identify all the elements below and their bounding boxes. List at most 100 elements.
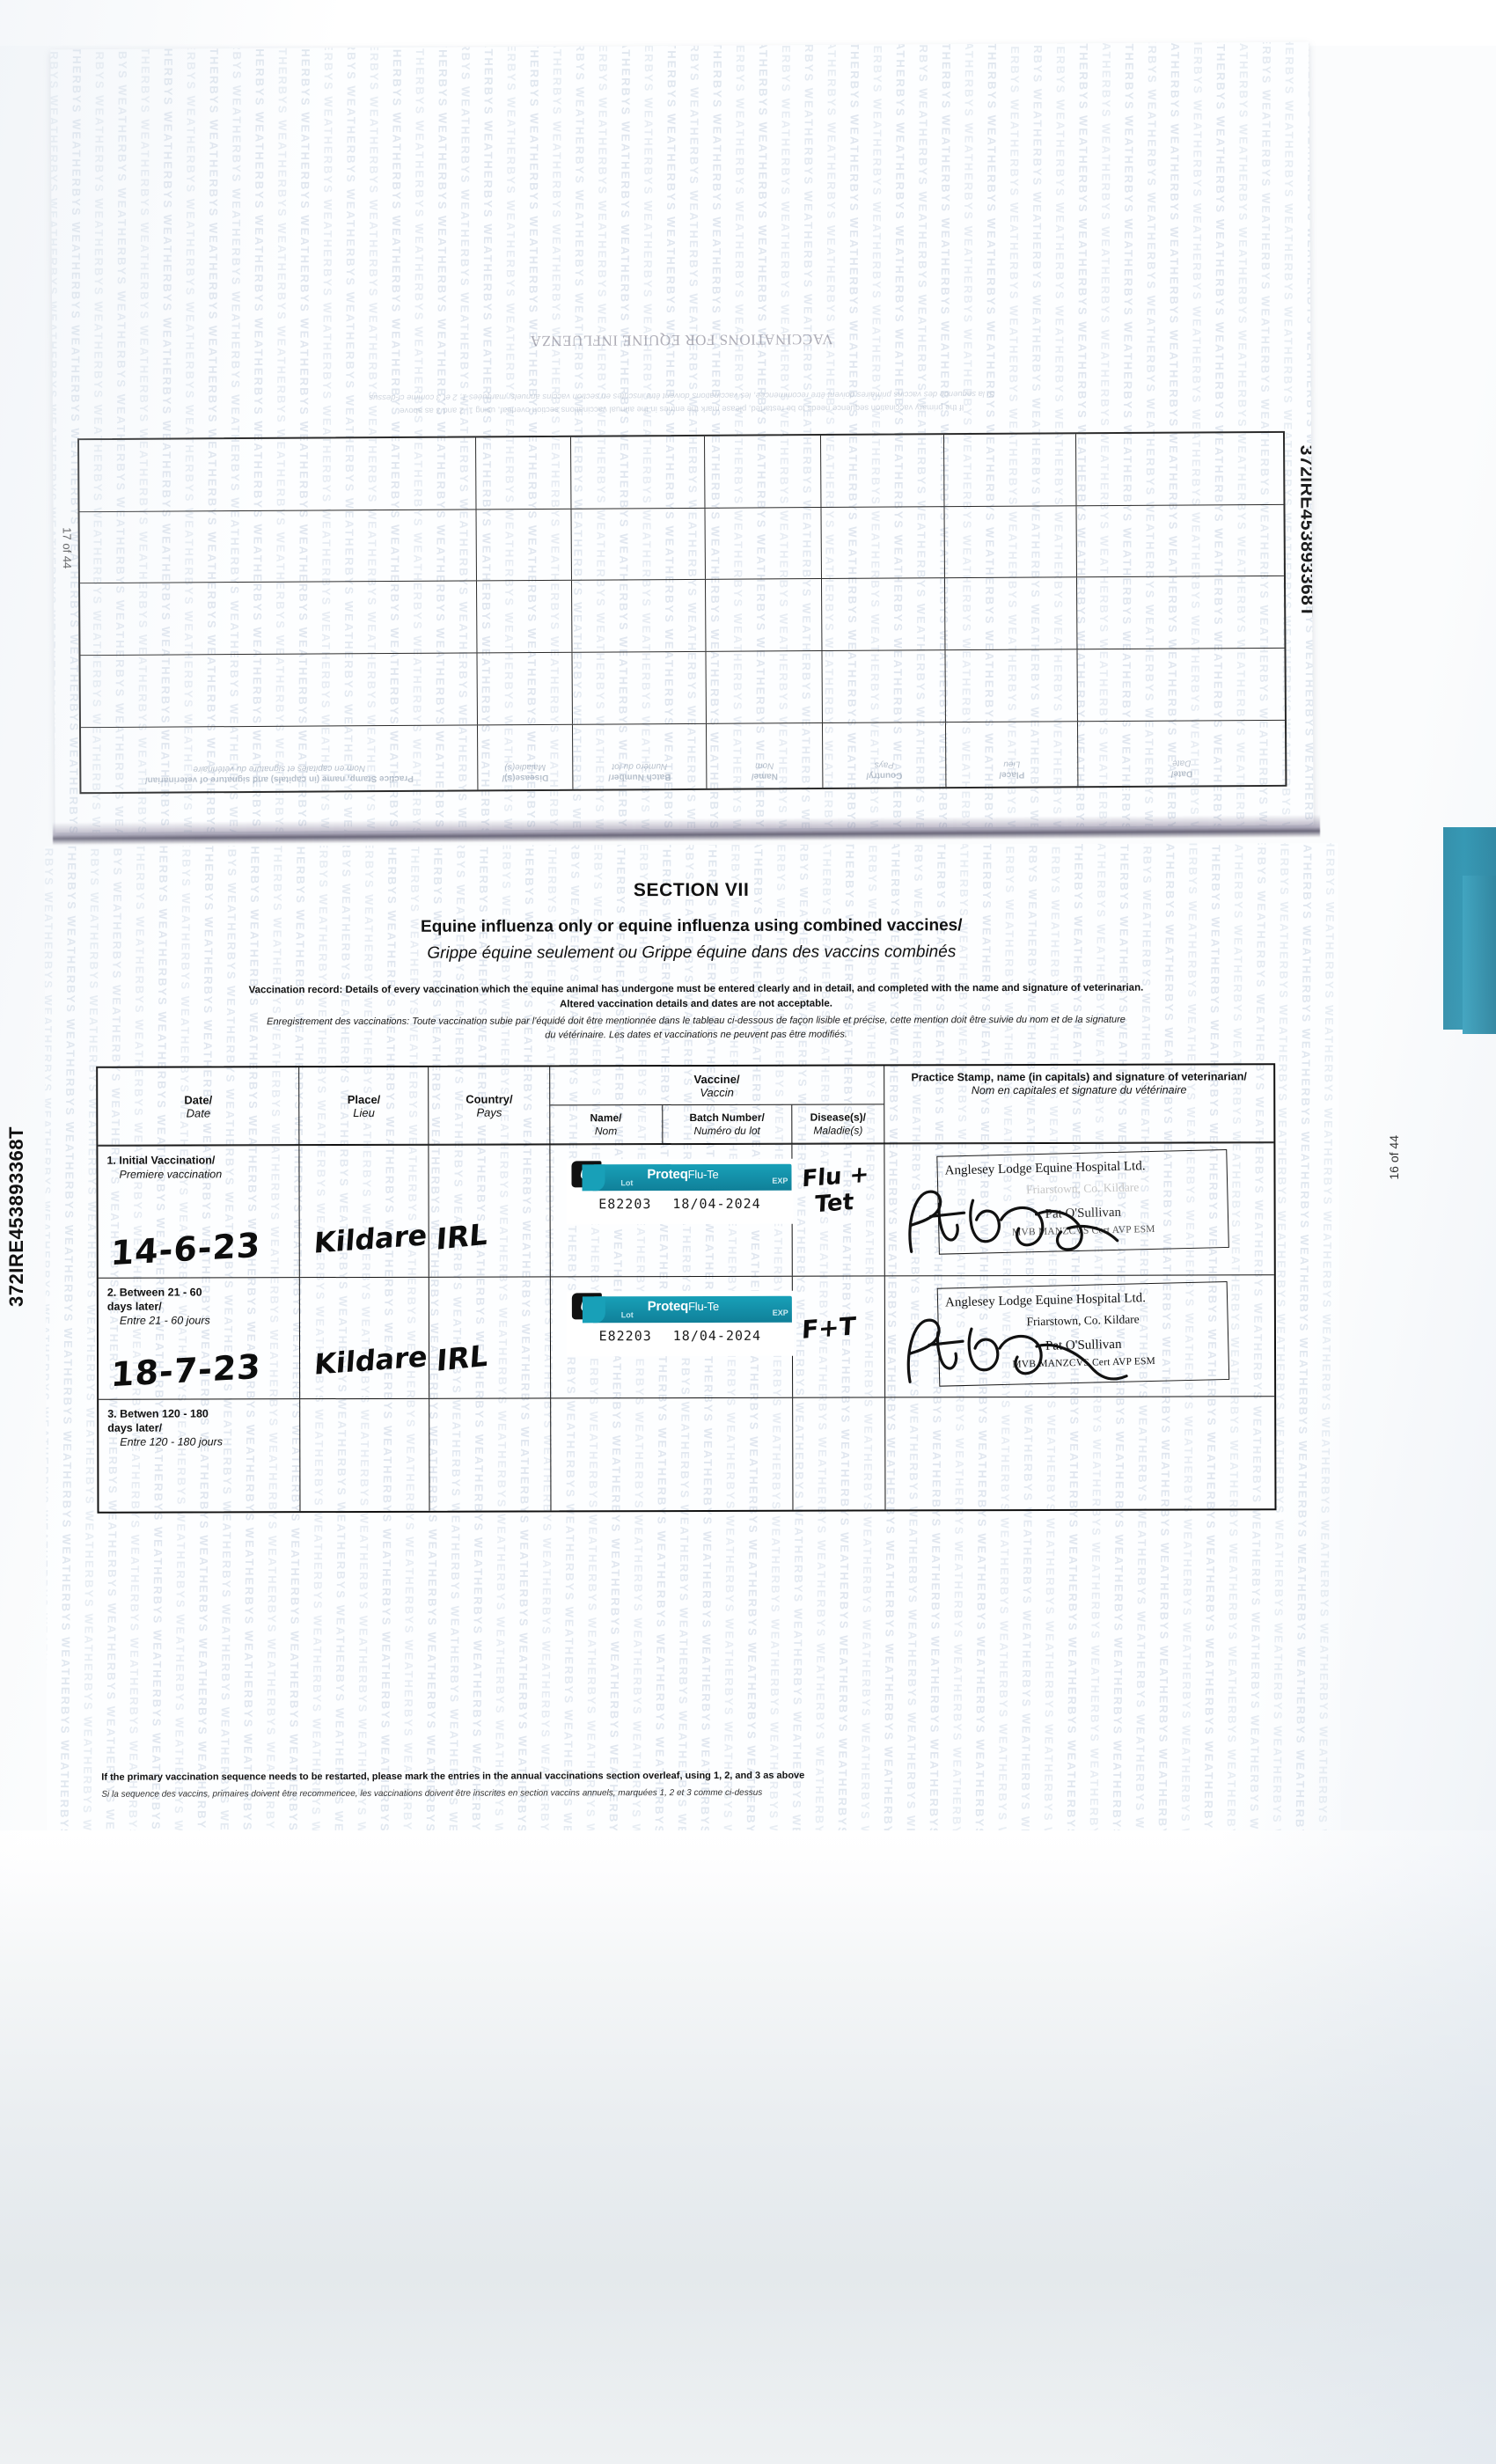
- row1-label-fr: Premiere vaccination: [119, 1168, 223, 1181]
- row1-stamp-line4: MVB MANZCVS Cert AVP ESM: [1011, 1223, 1155, 1238]
- upper-page-number: 17 of 44: [60, 527, 74, 569]
- upper-table-row: [80, 648, 1285, 728]
- header-place-en: Place/: [347, 1092, 381, 1107]
- record-note-en-line1: Vaccination record: Details of every vac…: [248, 982, 1144, 996]
- row2-batch-number: E82203: [598, 1328, 652, 1345]
- vaccination-table: Date/Date Place/Lieu Country/Pays Vaccin…: [96, 1063, 1277, 1514]
- scanner-lower-surface: [0, 1830, 1496, 2464]
- cell-stamp-row3[interactable]: [885, 1397, 1274, 1509]
- upper-vaccination-table: Date/Date Place/Lieu Country/Pays Name/N…: [77, 430, 1287, 795]
- section-title: SECTION VII: [633, 879, 750, 901]
- row2-stamp-line4: MVB MANZCVS Cert AVP ESM: [1012, 1355, 1156, 1370]
- upper-page-sheet: WEATHERBYS WEATHERBYS WEATHERBYS WEATHER…: [50, 41, 1314, 833]
- upper-place-label: Place/: [999, 769, 1025, 780]
- record-note-fr: Enregistrement des vaccinations: Toute v…: [177, 1012, 1215, 1043]
- col-header-disease: Disease(s)/Maladie(s): [792, 1104, 884, 1143]
- upper-table-row: [79, 576, 1285, 656]
- main-page-number: 16 of 44: [1387, 1135, 1401, 1180]
- row1-label: 1. Initial Vaccination/ Premiere vaccina…: [106, 1153, 222, 1181]
- cell-place-row1[interactable]: Kildare: [299, 1145, 430, 1278]
- row2-label: 2. Between 21 - 60 days later/ Entre 21 …: [107, 1285, 210, 1327]
- record-note-en-line2: Altered vaccination details and dates ar…: [559, 998, 832, 1010]
- cell-disease-row1[interactable]: Flu + Tet: [793, 1144, 884, 1275]
- table-row: 1. Initial Vaccination/ Premiere vaccina…: [98, 1142, 1274, 1278]
- table-row: 3. Betwen 120 - 180 days later/ Entre 12…: [99, 1396, 1275, 1512]
- row3-label-en: 3. Betwen 120 - 180: [107, 1407, 209, 1420]
- upper-passport-number: 372IRE453893368T: [1296, 444, 1314, 618]
- header-disease-fr: Maladie(s): [813, 1124, 863, 1137]
- col-header-date: Date/Date: [98, 1067, 300, 1146]
- cell-stamp-row2[interactable]: Anglesey Lodge Equine Hospital Ltd. Fria…: [885, 1275, 1274, 1397]
- header-stamp-fr: Nom en capitales et signature du vétérin…: [971, 1083, 1187, 1097]
- header-batch-en: Batch Number/: [689, 1111, 765, 1125]
- row1-stamp-line3: Pat O'Sullivan: [1045, 1205, 1122, 1221]
- upper-disease-label-fr: Maladie(s): [504, 761, 546, 773]
- upper-col-date: Date/Date: [1076, 720, 1286, 787]
- upper-footer-note: If the primary vaccination sequence need…: [176, 385, 1188, 418]
- cell-place-row2[interactable]: Kildare: [299, 1277, 430, 1399]
- cell-date-row1[interactable]: 1. Initial Vaccination/ Premiere vaccina…: [98, 1146, 300, 1278]
- header-name-en: Name/: [590, 1111, 622, 1125]
- cell-place-row3[interactable]: [300, 1398, 430, 1512]
- section-subtitle-en: Equine influenza only or equine influenz…: [420, 916, 963, 936]
- cell-vaccine-sticker-row2: ProteqFlu-Te Lot EXP E82203 18/04-2024: [550, 1276, 794, 1398]
- row1-stamp-line2: Friarstown, Co. Kildare: [1025, 1180, 1140, 1197]
- upper-disease-label: Disease(s)/: [502, 772, 549, 783]
- footer-note-en: If the primary vaccination sequence need…: [101, 1770, 805, 1783]
- header-country-en: Country/: [466, 1092, 513, 1106]
- upper-footer-en: If the primary vaccination sequence need…: [400, 402, 964, 415]
- upper-name-label-fr: Nom: [755, 760, 774, 771]
- row2-country-value: IRL: [436, 1338, 490, 1379]
- upper-place-label-fr: Lieu: [1003, 759, 1021, 769]
- col-header-place: Place/Lieu: [299, 1067, 429, 1146]
- row2-expiry: 18/04-2024: [672, 1327, 762, 1345]
- row2-stamp-line2: Friarstown, Co. Kildare: [1026, 1312, 1140, 1329]
- col-header-vaccine: Vaccine/Vaccin Name/Nom Batch Number/Num…: [550, 1066, 885, 1145]
- header-vaccine-en: Vaccine/: [693, 1072, 740, 1086]
- cell-disease-row2[interactable]: F+T: [793, 1276, 884, 1397]
- record-note-fr-line2: du vétérinaire. Les dates et vaccination…: [545, 1029, 847, 1041]
- cell-vaccine-sticker-row3[interactable]: [551, 1397, 794, 1511]
- vaccine-brand-suffix-row1: Flu-Te: [687, 1167, 719, 1182]
- record-note-fr-line1: Enregistrement des vaccinations: Toute v…: [267, 1014, 1126, 1028]
- scan-top-margin: [0, 0, 1496, 46]
- row2-disease-value: F+T: [801, 1311, 857, 1345]
- row3-label: 3. Betwen 120 - 180 days later/ Entre 12…: [107, 1406, 223, 1448]
- row1-disease-line1: Flu +: [801, 1161, 870, 1193]
- upper-footer-fr: Si la sequence des vaccins primaires doi…: [369, 388, 995, 403]
- header-date-fr: Date: [186, 1106, 211, 1120]
- vaccine-label-sticker-row2: ProteqFlu-Te Lot EXP E82203 18/04-2024: [566, 1290, 794, 1357]
- col-header-country: Country/Pays: [429, 1067, 551, 1145]
- upper-stamp-label: Practice Stamp, name (in capitals) and s…: [144, 773, 414, 785]
- cell-vaccine-row2[interactable]: ProteqFlu-Te Lot EXP E82203 18/04-2024 F…: [550, 1276, 886, 1398]
- upper-col-vaccine-name: Name/Nom: [705, 723, 823, 788]
- header-place-fr: Lieu: [353, 1105, 375, 1120]
- header-country-fr: Pays: [476, 1105, 502, 1119]
- cell-country-row3[interactable]: [429, 1398, 552, 1511]
- row2-label-en2: days later/: [106, 1300, 162, 1313]
- cell-country-row1[interactable]: IRL: [429, 1145, 551, 1277]
- cell-date-row2[interactable]: 2. Between 21 - 60 days later/ Entre 21 …: [98, 1278, 301, 1399]
- cell-stamp-row1[interactable]: Anglesey Lodge Equine Hospital Ltd. Fria…: [884, 1143, 1274, 1275]
- row1-expiry: 18/04-2024: [672, 1195, 761, 1213]
- col-header-batch: Batch Number/Numéro du lot: [662, 1104, 793, 1145]
- cell-vaccine-row1[interactable]: ProteqFlu-Te Lot EXP E82203 18/04-2024: [550, 1144, 885, 1277]
- row1-place-value: Kildare: [312, 1218, 429, 1260]
- footer-note-fr: Si la sequence des vaccins, primaires do…: [101, 1787, 763, 1800]
- upper-table-row: [79, 432, 1284, 511]
- upper-table-header-row: Date/Date Place/Lieu Country/Pays Name/N…: [80, 719, 1286, 793]
- vaccine-brand-main-row2: Proteq: [647, 1299, 689, 1315]
- row2-stamp-line3: Pat O'Sullivan: [1045, 1337, 1122, 1353]
- cell-date-row3[interactable]: 3. Betwen 120 - 180 days later/ Entre 12…: [99, 1399, 301, 1512]
- cell-vaccine-row3[interactable]: [551, 1397, 886, 1511]
- row2-date-value: 18-7-23: [110, 1346, 262, 1395]
- upper-date-label: Date/: [1170, 768, 1193, 779]
- lot-label-row1: Lot: [620, 1178, 634, 1188]
- cell-disease-row3[interactable]: [793, 1397, 884, 1509]
- row2-stamp-line1: Anglesey Lodge Equine Hospital Ltd.: [944, 1291, 1146, 1310]
- cell-country-row2[interactable]: IRL: [429, 1277, 552, 1398]
- row1-batch-number: E82203: [598, 1196, 652, 1213]
- row3-label-fr: Entre 120 - 180 jours: [120, 1435, 224, 1448]
- row1-stamp-line1: Anglesey Lodge Equine Hospital Ltd.: [944, 1159, 1146, 1178]
